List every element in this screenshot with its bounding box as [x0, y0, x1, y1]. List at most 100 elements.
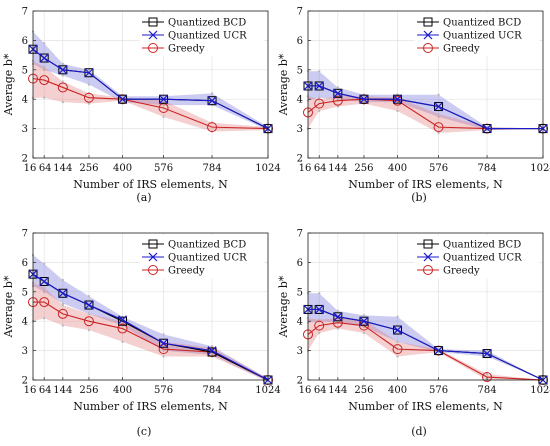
y-tick-label: 2 [22, 376, 28, 387]
series-line-greedy [307, 98, 543, 130]
band-point [162, 355, 165, 358]
panel-label: (c) [137, 425, 152, 438]
series-line-quantized-ucr [32, 48, 269, 130]
band-point [485, 372, 489, 376]
series-line-quantized-ucr [308, 308, 544, 381]
point-quantized-bcd [39, 277, 49, 287]
band-point [87, 83, 91, 86]
x-tick-label: 144 [53, 385, 72, 396]
y-tick-label: 6 [22, 258, 28, 269]
y-axis-label: Average b* [277, 53, 290, 116]
band-point [42, 286, 46, 289]
legend-label-quantized-ucr: Quantized UCR [443, 31, 522, 42]
y-tick-label: 7 [22, 7, 28, 18]
band-point [162, 115, 165, 119]
x-tick-label: 784 [478, 385, 497, 396]
point-quantized-ucr [434, 102, 443, 111]
y-axis-label: Average b* [2, 275, 15, 338]
legend-marker-quantized-ucr [423, 252, 433, 262]
point-quantized-ucr [207, 346, 217, 356]
plot-area-frame [32, 10, 269, 159]
point-greedy [57, 82, 68, 93]
point-quantized-ucr [482, 349, 492, 358]
legend-marker-quantized-bcd [423, 239, 433, 249]
band-point [42, 262, 46, 266]
legend-marker-quantized-ucr [423, 30, 433, 40]
x-tick-label: 64 [39, 385, 52, 396]
x-tick-label: 16 [24, 163, 37, 174]
y-tick-label: 2 [22, 154, 28, 165]
x-axis-label: Number of IRS elements, N [348, 400, 503, 413]
panel-label: (d) [411, 425, 427, 438]
point-quantized-ucr [84, 300, 94, 310]
band-point [61, 278, 65, 282]
point-quantized-ucr [434, 346, 443, 356]
point-quantized-ucr [159, 94, 168, 104]
x-tick-label: 144 [328, 385, 347, 396]
legend-label-quantized-ucr: Quantized UCR [168, 31, 247, 42]
x-tick-label: 256 [79, 163, 98, 174]
band-point [396, 355, 399, 358]
legend-marker-quantized-ucr [148, 252, 158, 262]
point-greedy [83, 92, 94, 103]
x-tick-label: 256 [354, 385, 373, 396]
point-greedy [117, 323, 128, 334]
x-tick-label: 1024 [530, 385, 550, 396]
band-point [396, 109, 399, 113]
point-quantized-ucr [359, 94, 369, 104]
legend-label-greedy: Greedy [168, 44, 205, 55]
point-quantized-ucr [314, 305, 324, 314]
band-point [317, 331, 321, 335]
x-tick-label: 16 [299, 385, 312, 396]
point-quantized-ucr [359, 316, 369, 326]
point-quantized-ucr [84, 68, 94, 78]
legend-label-quantized-ucr: Quantized UCR [443, 253, 522, 264]
band-point [396, 340, 399, 343]
point-quantized-ucr [39, 53, 49, 63]
point-quantized-ucr [118, 94, 127, 104]
y-tick-label: 5 [297, 65, 303, 76]
x-tick-label: 144 [53, 163, 72, 174]
x-tick-label: 64 [314, 385, 327, 396]
point-greedy [83, 316, 94, 327]
series-line-greedy [307, 322, 544, 381]
y-axis-label: Average b* [277, 275, 290, 338]
plot-area-frame [307, 232, 544, 381]
band-point [61, 303, 65, 307]
point-quantized-ucr [333, 88, 343, 98]
y-tick-label: 4 [22, 95, 28, 106]
y-tick-label: 7 [297, 7, 303, 18]
x-tick-label: 400 [388, 163, 407, 174]
series-line-greedy [33, 301, 269, 381]
panel-label: (a) [136, 191, 151, 204]
point-greedy [39, 297, 50, 308]
point-quantized-ucr [393, 325, 402, 335]
point-greedy [482, 372, 493, 383]
y-tick-label: 4 [297, 95, 303, 106]
band-point [61, 62, 65, 66]
x-axis-label: Number of IRS elements, N [348, 178, 503, 191]
chart-panel-3: 16 64 144 256 400 576 784 1024 2 3 4 5 6 7 Number of I… [2, 229, 281, 439]
point-greedy [332, 95, 343, 106]
legend-label-quantized-bcd: Quantized BCD [443, 240, 521, 251]
legend-label-quantized-ucr: Quantized UCR [168, 253, 247, 264]
band-point [336, 86, 340, 89]
band-point [317, 292, 321, 295]
band-point [42, 317, 46, 320]
point-quantized-bcd [207, 347, 217, 357]
band-point [336, 327, 340, 330]
y-tick-label: 5 [22, 65, 28, 76]
x-tick-label: 256 [354, 163, 373, 174]
x-tick-label: 256 [79, 385, 98, 396]
point-greedy [433, 122, 444, 133]
band-point [87, 328, 91, 332]
legend: Quantized BCD Quantized UCR Greedy [414, 235, 540, 279]
band-greedy [308, 96, 543, 134]
y-tick-label: 3 [297, 346, 303, 357]
band-point [437, 93, 440, 96]
point-quantized-ucr [393, 94, 402, 104]
y-tick-label: 3 [22, 124, 28, 135]
panel-label: (b) [411, 191, 427, 204]
